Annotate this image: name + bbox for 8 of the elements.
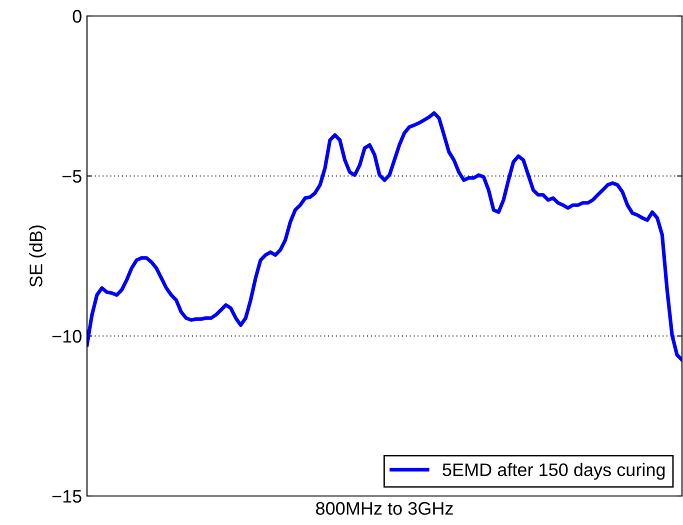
legend-label: 5EMD after 150 days curing bbox=[442, 462, 665, 480]
y-axis-title: SE (dB) bbox=[29, 226, 46, 287]
line-series bbox=[87, 111, 682, 362]
y-tick-label: −10 bbox=[52, 330, 82, 343]
y-tick-label: −5 bbox=[62, 170, 82, 183]
y-tick-label: 0 bbox=[72, 10, 82, 23]
y-tick-label: −15 bbox=[52, 490, 82, 503]
x-axis-title: 800MHz to 3GHz bbox=[316, 502, 453, 515]
